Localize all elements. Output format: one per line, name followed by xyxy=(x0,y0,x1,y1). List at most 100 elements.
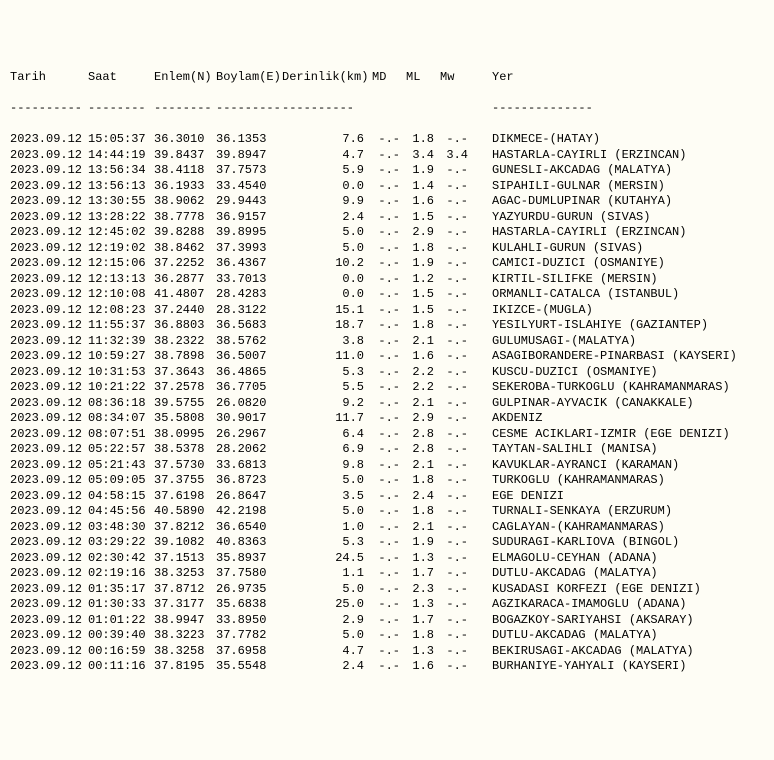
cell-mw: -.- xyxy=(440,365,474,381)
cell-yer: TURNALI-SENKAYA (ERZURUM) xyxy=(474,504,672,520)
cell-saat: 13:30:55 xyxy=(88,194,154,210)
cell-saat: 00:39:40 xyxy=(88,628,154,644)
cell-enlem: 38.4118 xyxy=(154,163,216,179)
cell-tarih: 2023.09.12 xyxy=(10,566,88,582)
cell-enlem: 36.8803 xyxy=(154,318,216,334)
cell-enlem: 35.5808 xyxy=(154,411,216,427)
cell-mw: -.- xyxy=(440,380,474,396)
cell-derin: 5.0 xyxy=(282,628,372,644)
cell-mw: -.- xyxy=(440,597,474,613)
cell-yer: SEKEROBA-TURKOGLU (KAHRAMANMARAS) xyxy=(474,380,730,396)
cell-boylam: 37.7782 xyxy=(216,628,282,644)
cell-boylam: 35.5548 xyxy=(216,659,282,675)
cell-mw: -.- xyxy=(440,489,474,505)
col-boylam-label: Boylam(E) xyxy=(216,70,282,86)
cell-tarih: 2023.09.12 xyxy=(10,272,88,288)
cell-enlem: 38.7898 xyxy=(154,349,216,365)
col-tarih-label: Tarih xyxy=(10,70,88,86)
cell-derin: 5.9 xyxy=(282,163,372,179)
cell-boylam: 33.7013 xyxy=(216,272,282,288)
cell-tarih: 2023.09.12 xyxy=(10,396,88,412)
cell-md: -.- xyxy=(372,365,406,381)
cell-enlem: 37.2252 xyxy=(154,256,216,272)
cell-tarih: 2023.09.12 xyxy=(10,628,88,644)
cell-derin: 18.7 xyxy=(282,318,372,334)
cell-ml: 2.1 xyxy=(406,396,440,412)
table-row: 2023.09.1200:11:1637.819535.55482.4-.-1.… xyxy=(10,659,764,675)
cell-derin: 3.5 xyxy=(282,489,372,505)
cell-saat: 03:48:30 xyxy=(88,520,154,536)
table-row: 2023.09.1213:30:5538.906229.94439.9-.-1.… xyxy=(10,194,764,210)
cell-boylam: 36.6540 xyxy=(216,520,282,536)
cell-yer: TAYTAN-SALIHLI (MANISA) xyxy=(474,442,658,458)
cell-derin: 5.0 xyxy=(282,504,372,520)
cell-mw: -.- xyxy=(440,318,474,334)
cell-derin: 15.1 xyxy=(282,303,372,319)
cell-derin: 5.0 xyxy=(282,582,372,598)
cell-ml: 1.8 xyxy=(406,473,440,489)
cell-derin: 5.3 xyxy=(282,365,372,381)
cell-boylam: 36.4865 xyxy=(216,365,282,381)
cell-boylam: 36.4367 xyxy=(216,256,282,272)
table-separator-row: ----------------------------------------… xyxy=(10,101,764,117)
cell-ml: 2.8 xyxy=(406,427,440,443)
cell-derin: 1.1 xyxy=(282,566,372,582)
cell-md: -.- xyxy=(372,659,406,675)
table-row: 2023.09.1213:28:2238.777836.91572.4-.-1.… xyxy=(10,210,764,226)
cell-enlem: 37.6198 xyxy=(154,489,216,505)
table-row: 2023.09.1201:35:1737.871226.97355.0-.-2.… xyxy=(10,582,764,598)
cell-saat: 13:56:34 xyxy=(88,163,154,179)
cell-mw: -.- xyxy=(440,628,474,644)
cell-yer: CAMICI-DUZICI (OSMANIYE) xyxy=(474,256,665,272)
cell-derin: 5.0 xyxy=(282,473,372,489)
cell-mw: -.- xyxy=(440,396,474,412)
cell-tarih: 2023.09.12 xyxy=(10,442,88,458)
cell-ml: 2.8 xyxy=(406,442,440,458)
cell-mw: -.- xyxy=(440,349,474,365)
cell-enlem: 37.1513 xyxy=(154,551,216,567)
cell-ml: 1.9 xyxy=(406,535,440,551)
cell-saat: 01:01:22 xyxy=(88,613,154,629)
table-row: 2023.09.1212:15:0637.225236.436710.2-.-1… xyxy=(10,256,764,272)
table-row: 2023.09.1212:45:0239.828839.89955.0-.-2.… xyxy=(10,225,764,241)
cell-derin: 2.4 xyxy=(282,210,372,226)
cell-saat: 05:09:05 xyxy=(88,473,154,489)
cell-tarih: 2023.09.12 xyxy=(10,334,88,350)
cell-tarih: 2023.09.12 xyxy=(10,520,88,536)
cell-ml: 2.4 xyxy=(406,489,440,505)
cell-saat: 11:32:39 xyxy=(88,334,154,350)
cell-ml: 1.6 xyxy=(406,194,440,210)
cell-enlem: 37.8195 xyxy=(154,659,216,675)
cell-ml: 2.1 xyxy=(406,520,440,536)
cell-ml: 2.3 xyxy=(406,582,440,598)
cell-boylam: 26.0820 xyxy=(216,396,282,412)
cell-derin: 1.0 xyxy=(282,520,372,536)
table-row: 2023.09.1204:58:1537.619826.86473.5-.-2.… xyxy=(10,489,764,505)
cell-boylam: 29.9443 xyxy=(216,194,282,210)
cell-boylam: 42.2198 xyxy=(216,504,282,520)
cell-yer: GULUMUSAGI-(MALATYA) xyxy=(474,334,636,350)
cell-derin: 11.0 xyxy=(282,349,372,365)
cell-md: -.- xyxy=(372,225,406,241)
cell-saat: 02:19:16 xyxy=(88,566,154,582)
table-row: 2023.09.1210:21:2237.257836.77055.5-.-2.… xyxy=(10,380,764,396)
table-row: 2023.09.1213:56:1336.193333.45400.0-.-1.… xyxy=(10,179,764,195)
cell-yer: GULPINAR-AYVACIK (CANAKKALE) xyxy=(474,396,694,412)
cell-enlem: 38.3258 xyxy=(154,644,216,660)
col-saat-label: Saat xyxy=(88,70,154,86)
table-row: 2023.09.1212:13:1336.287733.70130.0-.-1.… xyxy=(10,272,764,288)
cell-mw: -.- xyxy=(440,256,474,272)
cell-ml: 1.9 xyxy=(406,256,440,272)
cell-saat: 14:44:19 xyxy=(88,148,154,164)
cell-ml: 1.3 xyxy=(406,551,440,567)
cell-enlem: 38.8462 xyxy=(154,241,216,257)
table-row: 2023.09.1200:16:5938.325837.69584.7-.-1.… xyxy=(10,644,764,660)
cell-yer: IKIZCE-(MUGLA) xyxy=(474,303,593,319)
cell-enlem: 37.5730 xyxy=(154,458,216,474)
cell-saat: 08:36:18 xyxy=(88,396,154,412)
cell-saat: 12:08:23 xyxy=(88,303,154,319)
cell-tarih: 2023.09.12 xyxy=(10,380,88,396)
cell-md: -.- xyxy=(372,427,406,443)
cell-yer: ASAGIBORANDERE-PINARBASI (KAYSERI) xyxy=(474,349,737,365)
cell-derin: 4.7 xyxy=(282,148,372,164)
